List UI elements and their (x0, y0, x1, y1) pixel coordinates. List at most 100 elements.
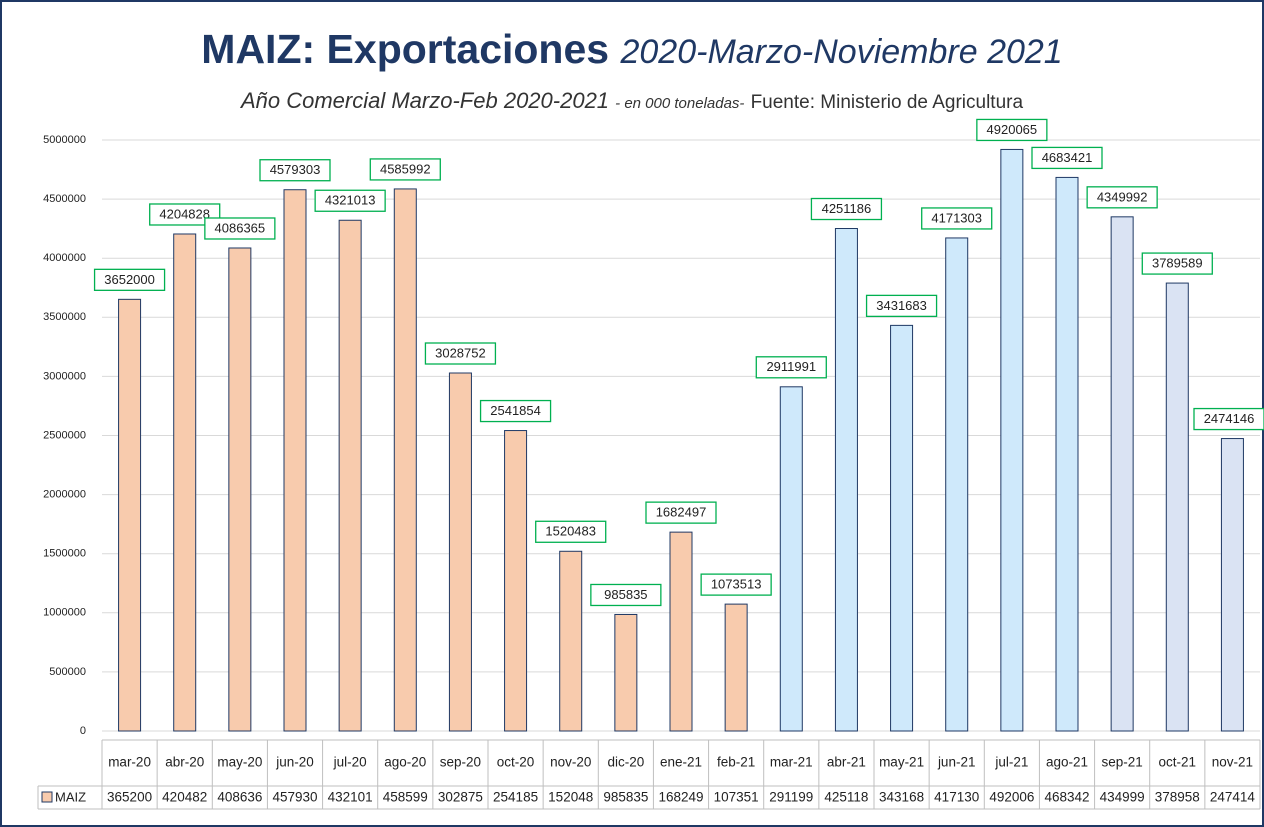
subtitle-row: Año Comercial Marzo-Feb 2020-2021 - en 0… (0, 88, 1264, 114)
bar (1110, 216, 1134, 732)
source: Fuente: Ministerio de Agricultura (750, 92, 1024, 113)
data-label-box (1141, 252, 1213, 275)
x-tick-label: ago-21 (1046, 755, 1088, 770)
table-value: 417130 (934, 790, 979, 805)
data-label-box (976, 118, 1048, 142)
data-label-box (700, 573, 772, 596)
x-tick-label: oct-20 (497, 755, 535, 770)
data-label: 3431683 (876, 298, 927, 313)
x-tick-label: oct-21 (1159, 755, 1197, 770)
data-label-box (424, 342, 497, 365)
table-value: 457930 (272, 790, 317, 805)
data-label: 4579303 (270, 162, 321, 177)
bar (779, 386, 803, 732)
bar (448, 372, 472, 732)
x-tick-label: jul-21 (994, 755, 1028, 770)
y-tick-label: 3000000 (43, 370, 86, 382)
data-label: 4204828 (159, 206, 210, 221)
data-label-box (1031, 146, 1103, 170)
data-label: 3028752 (435, 345, 486, 360)
bar (338, 219, 362, 732)
data-label-box (921, 207, 993, 230)
table-value: 458599 (383, 790, 428, 805)
data-label-box (755, 356, 827, 379)
y-tick-label: 1000000 (43, 607, 86, 619)
bar (228, 247, 252, 732)
data-label: 3789589 (1152, 256, 1203, 271)
data-label: 4251186 (822, 201, 872, 216)
bar (724, 603, 748, 732)
y-tick-label: 3500000 (43, 311, 86, 323)
x-tick-label: jul-20 (333, 755, 367, 770)
data-label-box (259, 159, 331, 182)
bar (559, 550, 583, 732)
data-label-box (93, 268, 166, 291)
x-tick-label: sep-21 (1102, 755, 1143, 770)
data-label: 4171303 (931, 210, 982, 225)
x-tick-label: abr-21 (827, 755, 866, 770)
x-tick-label: nov-21 (1212, 755, 1253, 770)
table-value: 302875 (438, 790, 483, 805)
table-value: 291199 (769, 790, 813, 805)
x-tick-label: jun-20 (275, 755, 314, 770)
legend-swatch (41, 791, 53, 803)
x-tick-label: ago-20 (384, 755, 426, 770)
table-value: 247414 (1210, 790, 1256, 805)
x-tick-label: sep-20 (440, 755, 481, 770)
bar (1000, 148, 1024, 732)
data-label-box (1086, 186, 1158, 209)
data-label-box (535, 520, 607, 543)
table-value: 434999 (1100, 790, 1145, 805)
bar (614, 613, 638, 732)
x-tick-label: dic-20 (607, 755, 644, 770)
data-label-box (865, 294, 938, 318)
data-label: 3652000 (104, 272, 155, 287)
table-value: 254185 (493, 790, 538, 805)
y-tick-label: 2500000 (43, 429, 86, 441)
x-tick-label: may-20 (217, 755, 262, 770)
x-tick-label: feb-21 (717, 755, 755, 770)
bar (1220, 438, 1244, 732)
data-label: 1682497 (656, 505, 707, 520)
bar (173, 233, 197, 732)
data-label-box (314, 189, 386, 212)
data-label: 2541854 (490, 403, 541, 418)
data-label: 2911991 (766, 359, 816, 374)
data-label: 4920065 (987, 122, 1038, 137)
title-row: MAIZ: Exportaciones 2020-Marzo-Noviembre… (0, 26, 1264, 73)
table-value: 468342 (1044, 790, 1089, 805)
data-label-box (149, 203, 221, 226)
legend-label: MAIZ (55, 789, 86, 804)
table-value: 365200 (107, 790, 152, 805)
subtitle: Año Comercial Marzo-Feb 2020-2021 (240, 88, 610, 113)
bar (504, 430, 528, 732)
table-value: 378958 (1155, 790, 1200, 805)
data-label: 985835 (604, 587, 647, 602)
bar (834, 228, 858, 732)
data-label: 4086365 (215, 220, 266, 235)
y-tick-label: 500000 (49, 666, 86, 678)
data-label: 4683421 (1042, 150, 1093, 165)
table-value: 492006 (989, 790, 1034, 805)
bar (393, 188, 417, 732)
bar (118, 298, 142, 732)
bar (669, 531, 693, 732)
data-label: 1520483 (545, 524, 596, 539)
y-tick-label: 4500000 (43, 193, 86, 205)
x-tick-label: ene-21 (660, 755, 702, 770)
x-tick-label: jun-21 (937, 755, 976, 770)
data-label: 4349992 (1097, 189, 1148, 204)
data-label-box (479, 399, 552, 423)
y-tick-label: 2000000 (43, 489, 86, 501)
data-label-box (369, 158, 441, 181)
data-label-box (204, 217, 276, 240)
x-tick-label: abr-20 (165, 755, 204, 770)
y-tick-label: 1500000 (43, 548, 86, 560)
x-tick-label: nov-20 (550, 755, 591, 770)
bar (890, 324, 914, 732)
y-tick-label: 4000000 (43, 252, 86, 264)
y-tick-label: 5000000 (43, 134, 86, 146)
data-label: 4585992 (380, 161, 431, 176)
data-label: 1073513 (711, 577, 762, 592)
